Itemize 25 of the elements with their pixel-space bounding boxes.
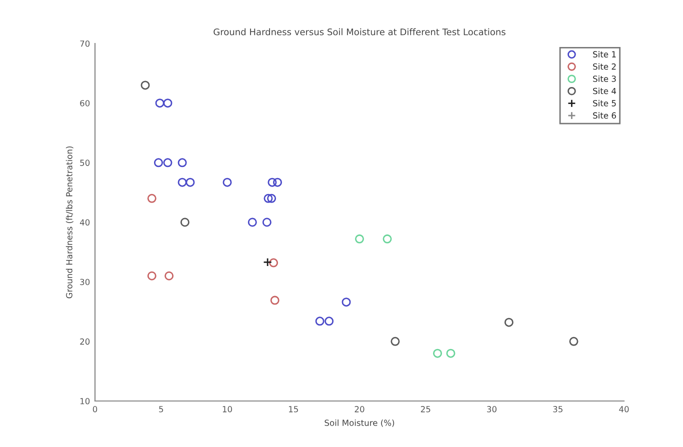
legend-label: Site 1: [593, 51, 616, 58]
y-tick-label: 40: [80, 219, 90, 226]
y-tick-label: 50: [80, 160, 90, 166]
x-tick-label: 20: [354, 406, 364, 412]
x-tick-label: 25: [420, 406, 430, 412]
x-tick-label: 5: [159, 406, 164, 412]
y-tick-label: 30: [80, 278, 90, 286]
y-tick-label: 60: [80, 100, 90, 106]
legend-label: Site 5: [593, 100, 616, 106]
x-tick-label: 35: [553, 406, 562, 412]
legend-label: Site 2: [593, 63, 616, 70]
y-tick-label: 10: [80, 398, 90, 404]
x-tick-label: 15: [288, 406, 298, 412]
x-tick-label: 40: [619, 406, 629, 412]
y-axis-title: Ground Hardness (ft/lbs Penetration): [66, 146, 74, 298]
legend-label: Site 6: [593, 112, 616, 119]
legend-label: Site 3: [593, 75, 616, 82]
x-tick-label: 10: [222, 406, 232, 412]
x-tick-label: 30: [487, 406, 496, 412]
chart-title: Ground Hardness versus Soil Moisture at Different Test Locations: [214, 28, 506, 36]
y-tick-label: 20: [80, 338, 90, 345]
legend-label: Site 4: [593, 88, 616, 94]
y-tick-label: 70: [80, 40, 90, 47]
x-tick-label: 0: [92, 406, 98, 412]
x-axis-title: Soil Moisture (%): [324, 419, 394, 427]
